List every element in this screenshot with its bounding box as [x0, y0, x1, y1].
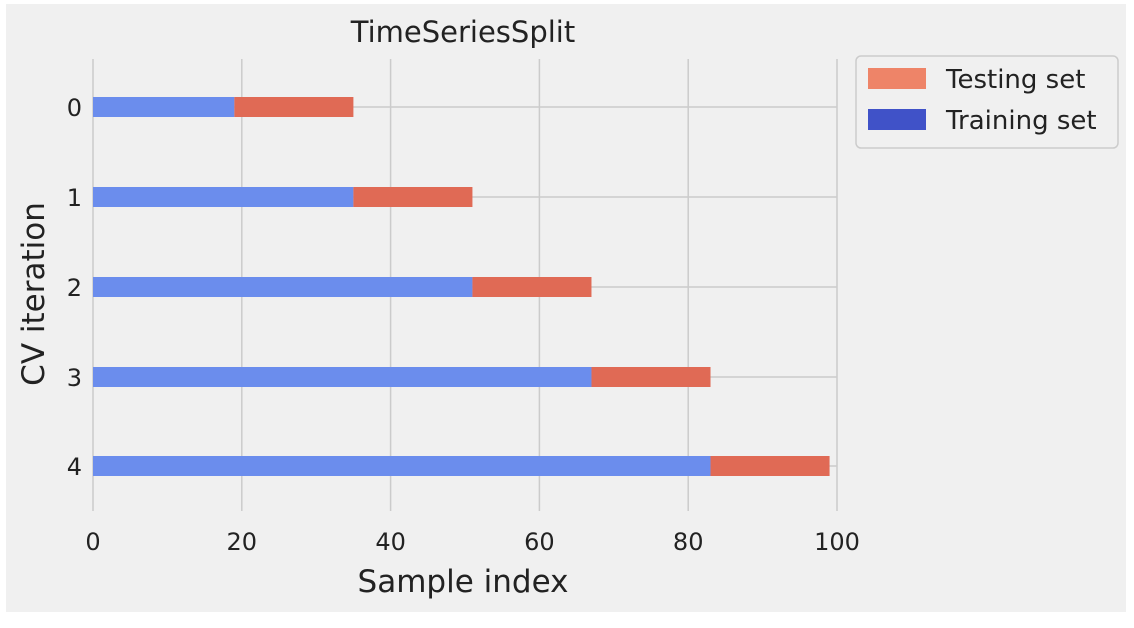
chart-frame: 0 20 40 60 80 100 0 1 2 3 4 TimeSeriesSplit Sample… [6, 4, 1126, 612]
x-tick-label: 20 [227, 528, 258, 556]
y-axis-label: CV iteration [16, 202, 52, 386]
x-axis-label: Sample index [358, 564, 569, 600]
y-tick-label: 4 [67, 453, 82, 481]
testing-set-bar [591, 367, 711, 387]
testing-set-bar [710, 456, 830, 476]
legend: Testing set Training set [855, 55, 1119, 149]
x-tick-label: 40 [375, 528, 406, 556]
y-tick-label: 0 [67, 94, 82, 122]
legend-label: Training set [945, 106, 1097, 136]
x-tick-label: 0 [85, 528, 100, 556]
tick-layer: 0 20 40 60 80 100 0 1 2 3 4 [67, 94, 860, 556]
legend-swatch [868, 109, 926, 130]
y-tick-label: 3 [67, 364, 82, 392]
training-set-bar [93, 456, 711, 476]
legend-label: Testing set [945, 65, 1085, 95]
chart-title: TimeSeriesSplit [350, 15, 575, 49]
training-set-bar [93, 97, 235, 117]
x-tick-label: 80 [673, 528, 704, 556]
training-set-bar [93, 367, 592, 387]
training-set-bar [93, 187, 354, 207]
chart-svg: 0 20 40 60 80 100 0 1 2 3 4 TimeSeriesSplit Sample… [16, 15, 1119, 600]
testing-set-bar [353, 187, 473, 207]
training-set-bar [93, 277, 473, 297]
bar-layer [93, 97, 830, 476]
legend-swatch [868, 68, 926, 89]
y-tick-label: 1 [67, 184, 82, 212]
testing-set-bar [234, 97, 354, 117]
testing-set-bar [472, 277, 592, 297]
y-tick-label: 2 [67, 274, 82, 302]
x-tick-label: 60 [524, 528, 555, 556]
x-tick-label: 100 [814, 528, 860, 556]
